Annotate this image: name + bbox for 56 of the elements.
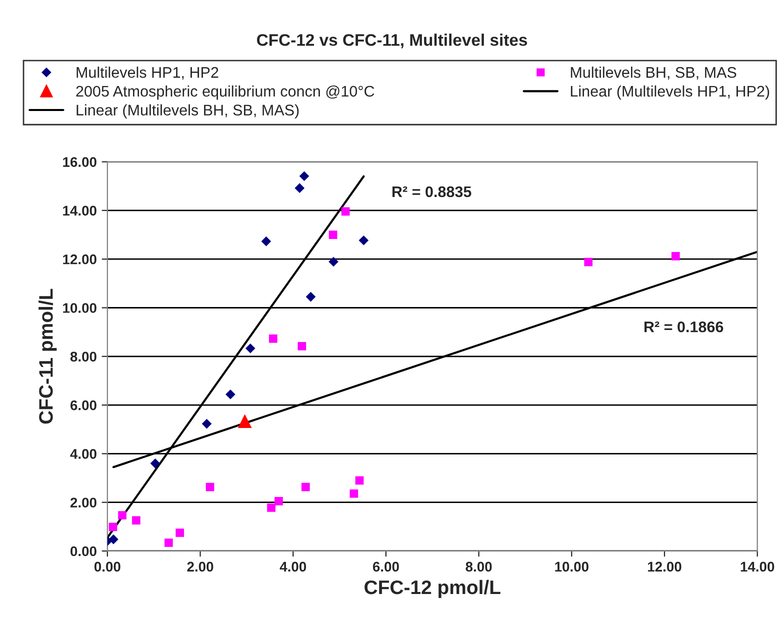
legend-label: Multilevels HP1, HP2 bbox=[76, 66, 218, 80]
point bbox=[267, 504, 276, 512]
point bbox=[206, 482, 214, 492]
point bbox=[132, 516, 140, 525]
y-axis-title: CFC-11 pmol/L bbox=[38, 288, 57, 424]
y-tick-label: 4.00 bbox=[70, 449, 96, 459]
y-tick-label: 0.00 bbox=[70, 546, 96, 556]
y-tick-label: 6.00 bbox=[70, 400, 96, 410]
x-axis-title: CFC-12 pmol/L bbox=[364, 580, 500, 598]
point bbox=[118, 511, 126, 520]
y-tick-label: 14.00 bbox=[63, 206, 96, 216]
x-tick-label: 12.00 bbox=[648, 562, 682, 572]
y-tick-label: 16.00 bbox=[63, 157, 96, 167]
point bbox=[268, 334, 278, 343]
point bbox=[294, 183, 305, 193]
x-tick-label: 14.00 bbox=[740, 562, 774, 572]
point bbox=[202, 418, 212, 429]
point bbox=[176, 528, 184, 537]
x-tick-label: 8.00 bbox=[466, 562, 492, 572]
x-tick-label: 2.00 bbox=[187, 562, 214, 572]
point bbox=[350, 489, 358, 498]
x-tick-label: 6.00 bbox=[372, 562, 399, 572]
point bbox=[299, 171, 310, 182]
point bbox=[164, 538, 173, 547]
legend-label: 2005 Atmospheric equilibrium concn @10°C bbox=[76, 85, 374, 100]
point bbox=[150, 458, 160, 468]
point bbox=[108, 534, 118, 544]
point bbox=[108, 522, 118, 532]
y-tick-label: 12.00 bbox=[63, 254, 96, 264]
y-tick-label: 2.00 bbox=[70, 498, 96, 508]
annotation: R² = 0.8835 bbox=[392, 186, 472, 198]
point bbox=[328, 230, 338, 239]
point bbox=[328, 256, 338, 267]
y-tick-label: 10.00 bbox=[63, 303, 96, 313]
point bbox=[226, 389, 236, 400]
x-tick-label: 4.00 bbox=[280, 562, 306, 572]
point bbox=[298, 342, 306, 350]
point bbox=[584, 258, 593, 266]
annotation: R² = 0.1866 bbox=[644, 321, 724, 332]
legend-label: Linear (Multilevels BH, SB, MAS) bbox=[76, 104, 299, 119]
point bbox=[274, 496, 283, 506]
point bbox=[238, 414, 252, 428]
chart-title: CFC-12 vs CFC-11, Multilevel sites bbox=[257, 34, 528, 48]
point bbox=[671, 252, 680, 260]
point bbox=[341, 207, 350, 216]
point bbox=[306, 292, 316, 302]
x-tick-label: 0.00 bbox=[94, 562, 120, 572]
legend-label: Multilevels BH, SB, MAS bbox=[570, 66, 736, 80]
point bbox=[355, 476, 364, 485]
point bbox=[261, 236, 272, 246]
y-tick-label: 8.00 bbox=[70, 352, 96, 362]
x-tick-label: 10.00 bbox=[555, 562, 588, 572]
legend-label: Linear (Multilevels HP1, HP2) bbox=[570, 85, 770, 100]
point bbox=[301, 482, 310, 492]
point bbox=[245, 343, 256, 354]
point bbox=[358, 235, 369, 246]
